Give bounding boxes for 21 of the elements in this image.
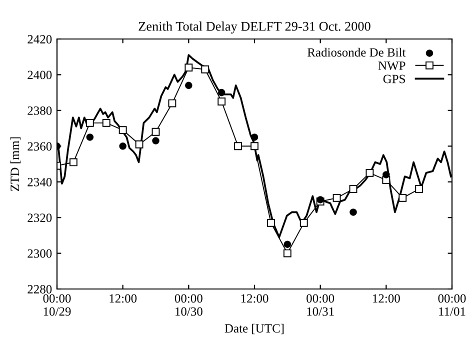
x-tick-label: 00:00 10/29 bbox=[43, 294, 71, 316]
y-tick-label: 2320 bbox=[28, 214, 52, 222]
x-tick-label: 12:00 bbox=[241, 294, 268, 303]
x-tick-label: 12:00 bbox=[373, 294, 400, 303]
y-tick-label: 2400 bbox=[28, 70, 52, 80]
chart-title: Zenith Total Delay DELFT 29-31 Oct. 2000 bbox=[138, 22, 370, 34]
legend-label: NWP bbox=[378, 62, 406, 70]
y-tick-label: 2280 bbox=[28, 285, 52, 294]
legend-label: Radiosonde De Bilt bbox=[308, 48, 406, 57]
y-tick-label: 2300 bbox=[28, 249, 52, 258]
legend-label: GPS bbox=[383, 74, 405, 84]
y-tick-label: 2340 bbox=[28, 178, 52, 186]
x-axis-title: Date [UTC] bbox=[224, 324, 284, 334]
x-tick-label: 00:00 10/31 bbox=[306, 294, 334, 316]
x-tick-label: 12:00 bbox=[110, 294, 137, 303]
y-tick-label: 2360 bbox=[28, 142, 52, 151]
x-tick-label: 00:00 10/30 bbox=[174, 294, 202, 316]
x-tick-label: 00:00 11/01 bbox=[438, 294, 466, 316]
y-axis-title: ZTD [mm] bbox=[10, 137, 21, 191]
y-tick-label: 2380 bbox=[28, 106, 52, 115]
y-tick-label: 2420 bbox=[28, 35, 52, 44]
